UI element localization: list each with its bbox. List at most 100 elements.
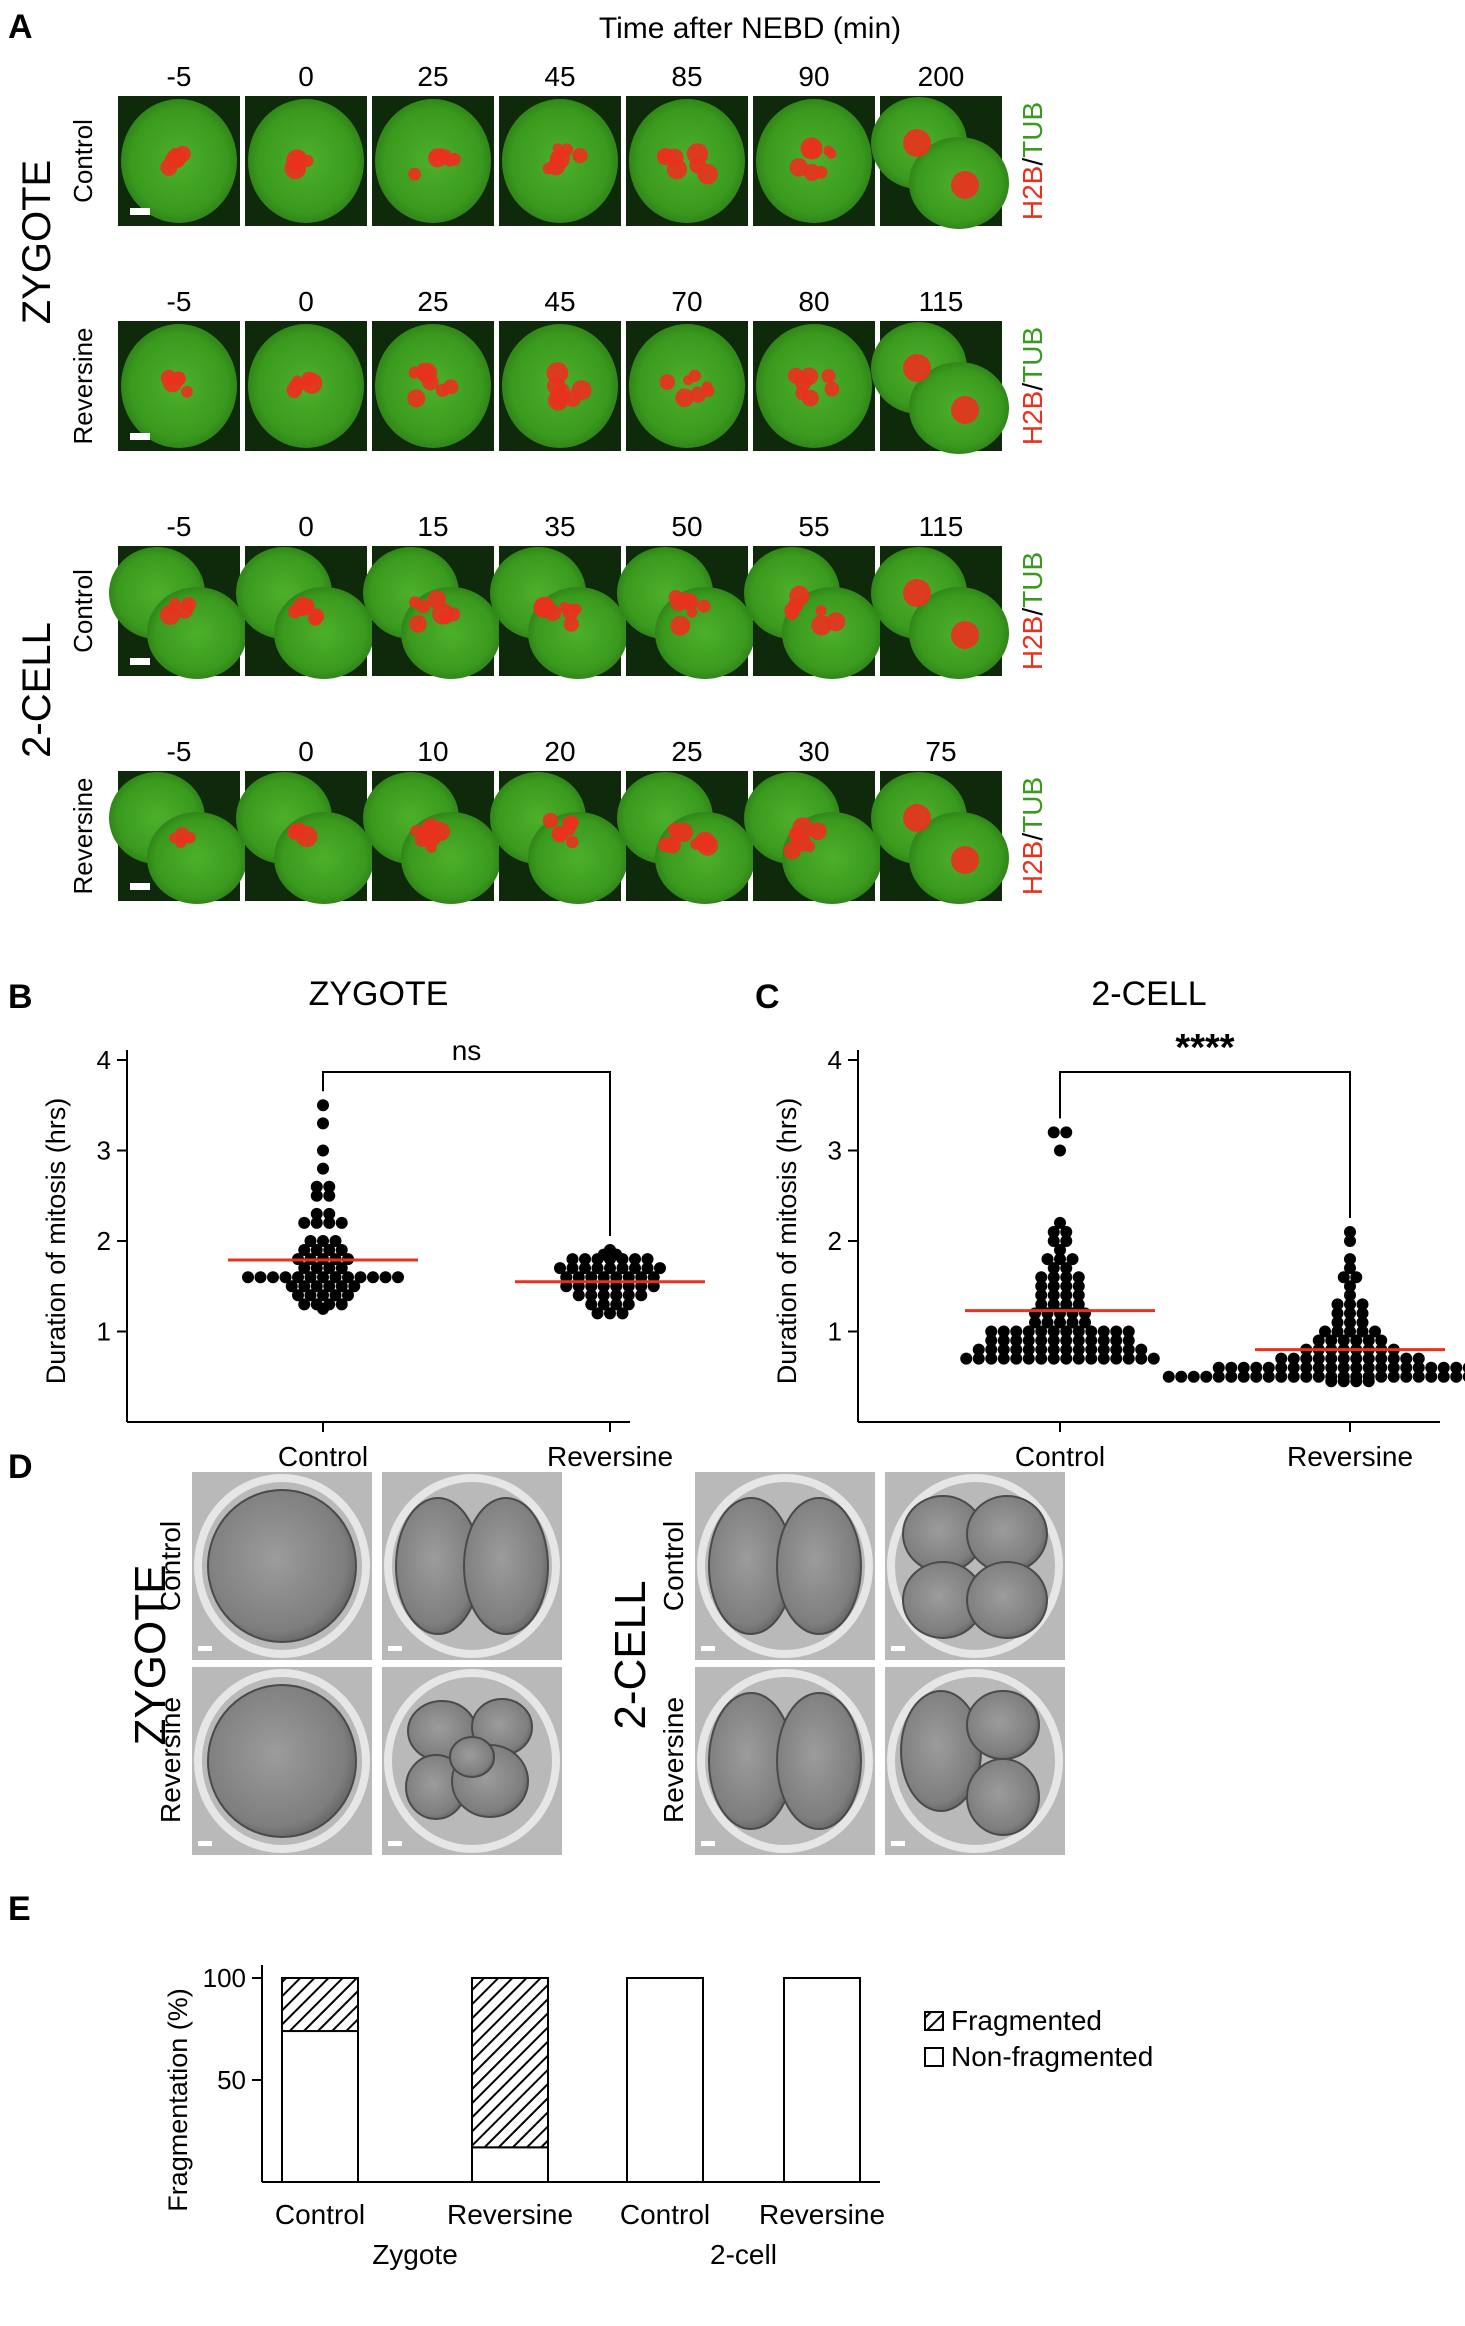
brightfield-tile <box>192 1472 372 1660</box>
data-point <box>647 1280 660 1293</box>
data-point <box>1122 1343 1135 1356</box>
data-point <box>1029 1316 1041 1329</box>
data-point <box>1312 1370 1325 1383</box>
data-point <box>1337 1334 1350 1347</box>
x-tick-label: Control <box>278 1441 368 1472</box>
condition-label: Reversine <box>68 327 98 444</box>
data-point <box>1237 1370 1250 1383</box>
micrograph-tile <box>118 96 240 226</box>
bar-non-fragmented <box>281 2030 359 2184</box>
data-point <box>616 1262 629 1275</box>
data-point <box>323 1180 336 1193</box>
chromatin-blob <box>683 375 694 386</box>
data-point <box>1187 1370 1200 1383</box>
time-label: 25 <box>417 286 448 317</box>
time-label: 0 <box>298 511 314 542</box>
chromatin-blob <box>656 148 674 166</box>
chromatin-blob <box>789 158 808 177</box>
y-tick-label: 2 <box>97 1226 111 1256</box>
chromatin-blob <box>425 841 437 853</box>
data-point <box>1041 1253 1054 1266</box>
significance-bracket <box>1059 1071 1351 1218</box>
data-point <box>1212 1370 1225 1383</box>
data-point <box>985 1325 998 1338</box>
data-point <box>335 1216 348 1229</box>
data-point <box>1035 1289 1048 1302</box>
channel-separator: / <box>1017 608 1048 616</box>
chromatin-blob <box>686 143 709 165</box>
data-point <box>1060 1352 1073 1365</box>
scale-bar <box>130 883 150 890</box>
data-point <box>1135 1352 1148 1365</box>
data-point <box>1072 1352 1085 1365</box>
chromatin-blob <box>903 579 931 607</box>
data-point <box>317 1271 329 1284</box>
data-point <box>635 1280 648 1293</box>
time-label: 50 <box>671 511 702 542</box>
bf-condition-label: Control <box>155 1521 186 1611</box>
data-point <box>1147 1352 1160 1365</box>
zona-pellucida <box>384 1474 560 1658</box>
data-point <box>323 1216 336 1229</box>
data-point <box>1425 1361 1438 1374</box>
data-point <box>1035 1334 1048 1347</box>
micrograph-tile <box>118 321 240 451</box>
data-point <box>317 1117 329 1130</box>
zona-pellucida <box>887 1669 1063 1853</box>
channel-tub: TUB <box>1017 102 1048 158</box>
blastomere <box>463 1497 549 1635</box>
data-point <box>1300 1370 1313 1383</box>
data-point <box>1060 1298 1073 1311</box>
data-point <box>1337 1375 1350 1388</box>
data-point <box>1437 1370 1450 1383</box>
micrograph-tile <box>499 96 621 226</box>
data-point <box>591 1253 604 1266</box>
cell-body <box>274 587 374 679</box>
scale-bar <box>130 433 150 440</box>
data-point <box>1344 1298 1356 1311</box>
blastomere <box>966 1690 1040 1760</box>
micrograph-tile <box>499 321 621 451</box>
chromatin-blob <box>290 823 305 838</box>
y-tick-label: 4 <box>97 1045 111 1075</box>
chromatin-blob <box>681 593 699 611</box>
data-point <box>1350 1361 1363 1374</box>
data-point <box>560 1271 573 1284</box>
time-label: 35 <box>544 511 575 542</box>
bar-fragmented <box>281 1977 359 2033</box>
brightfield-tile <box>382 1472 562 1660</box>
data-point <box>304 1271 317 1284</box>
chromatin-blob <box>422 373 439 391</box>
data-point <box>1085 1343 1098 1356</box>
chromatin-blob <box>301 372 323 394</box>
data-point <box>1097 1325 1110 1338</box>
data-point <box>635 1271 648 1284</box>
data-point <box>1225 1361 1238 1374</box>
cell-body <box>629 324 745 448</box>
data-point <box>298 1262 311 1275</box>
chromatin-blob <box>571 380 592 401</box>
data-point <box>1066 1253 1079 1266</box>
chromatin-blob <box>821 369 836 384</box>
chromatin-blob <box>789 585 810 606</box>
data-point <box>597 1280 610 1293</box>
data-point <box>267 1271 279 1284</box>
micrograph-tile <box>617 546 755 679</box>
chromatin-blob <box>951 396 979 424</box>
micrograph-tile <box>490 771 628 904</box>
data-point <box>604 1262 616 1275</box>
data-point <box>629 1253 641 1266</box>
data-point <box>1072 1343 1085 1356</box>
chromatin-blob <box>178 834 189 845</box>
chromatin-blob <box>802 139 823 160</box>
data-point <box>1047 1352 1060 1365</box>
micrograph-tile <box>363 771 501 904</box>
data-point <box>1262 1361 1275 1374</box>
data-point <box>985 1352 998 1365</box>
data-point <box>1060 1126 1073 1139</box>
data-point <box>1225 1370 1238 1383</box>
data-point <box>1122 1334 1135 1347</box>
data-point <box>335 1262 348 1275</box>
chromatin-blob <box>290 151 307 168</box>
y-tick-label: 2 <box>828 1226 842 1256</box>
